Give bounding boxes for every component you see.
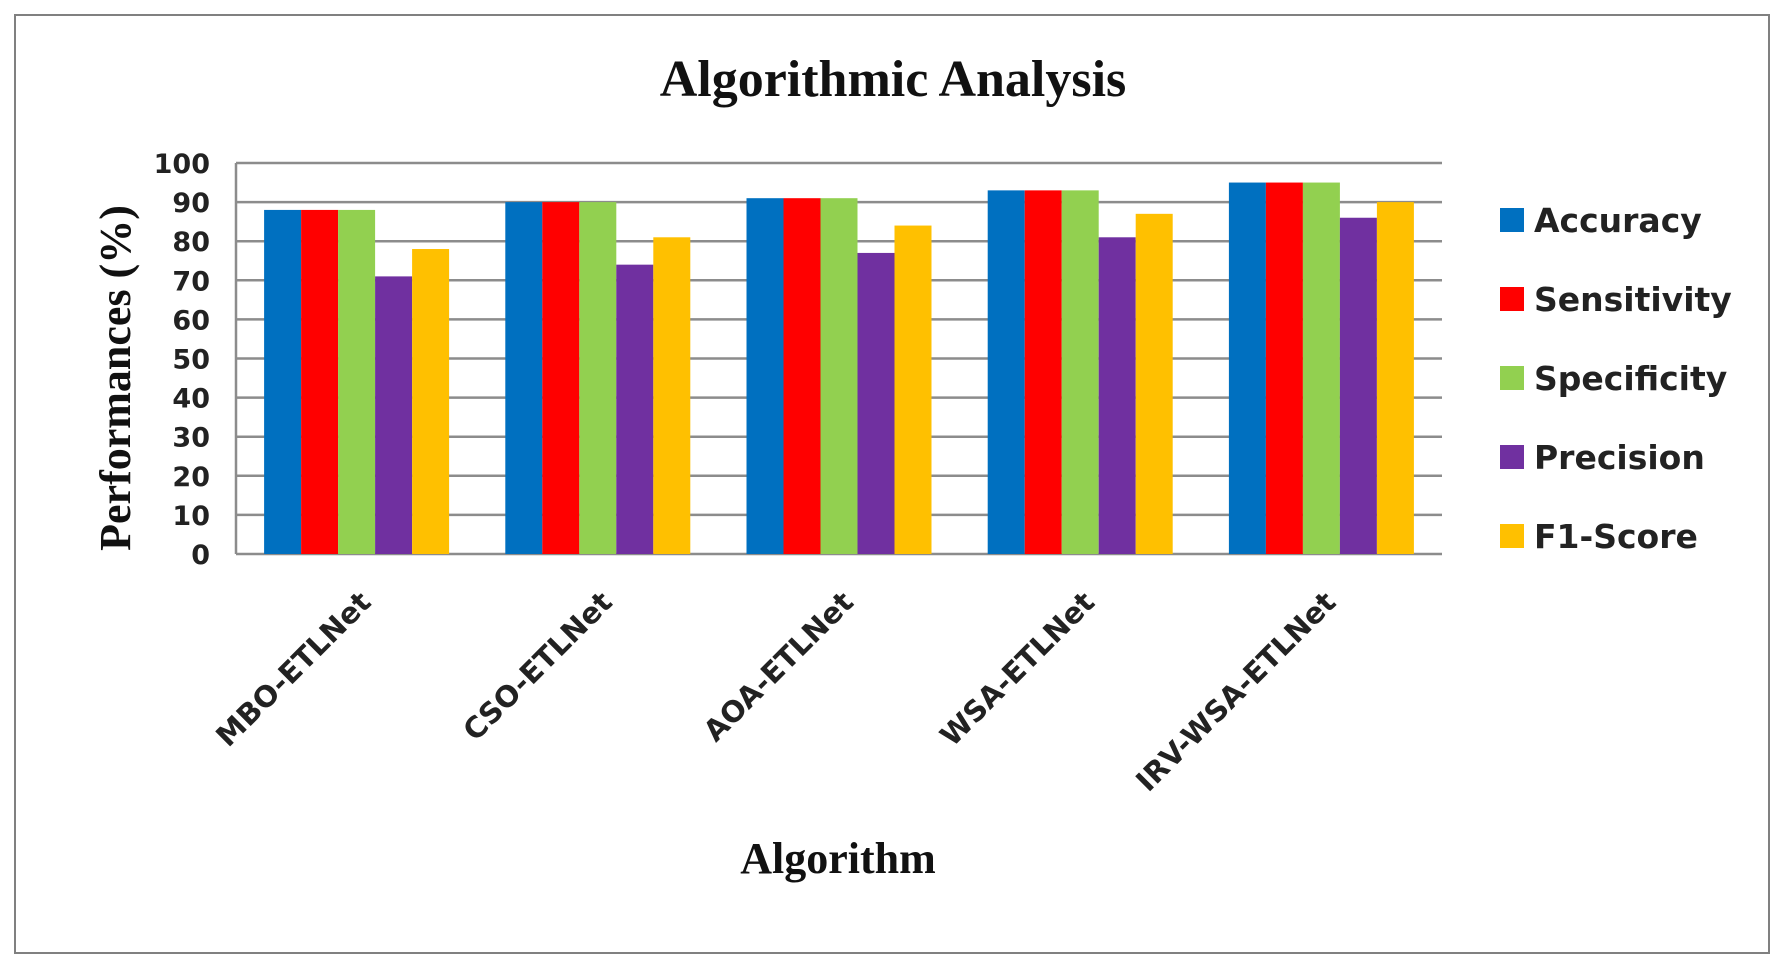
y-tick-label: 30 <box>172 423 210 454</box>
y-tick-label: 20 <box>172 462 210 493</box>
y-tick-label: 0 <box>191 540 210 571</box>
legend-swatch-specificity <box>1500 366 1524 390</box>
bar-accuracy-wsa-etlnet <box>987 190 1025 554</box>
legend-swatch-precision <box>1500 445 1524 469</box>
legend-label-f1-score: F1-Score <box>1534 517 1698 556</box>
bar-precision-irv-wsa-etlnet <box>1339 217 1377 555</box>
bar-specificity-wsa-etlnet <box>1061 190 1099 554</box>
bar-precision-aoa-etlnet <box>857 252 895 554</box>
bar-sensitivity-cso-etlnet <box>542 202 580 554</box>
bar-precision-mbo-etlnet <box>375 276 413 554</box>
bar-sensitivity-irv-wsa-etlnet <box>1265 182 1303 555</box>
bar-f1-score-aoa-etlnet <box>894 225 932 554</box>
y-axis-title: Performances (%) <box>91 205 140 551</box>
bar-accuracy-mbo-etlnet <box>264 209 302 555</box>
bar-f1-score-wsa-etlnet <box>1135 213 1173 554</box>
y-tick-label: 50 <box>172 345 210 376</box>
y-tick-label: 70 <box>172 266 210 297</box>
chart-title: Algorithmic Analysis <box>660 51 1127 108</box>
y-tick-label: 40 <box>172 384 210 415</box>
legend-swatch-accuracy <box>1500 208 1524 232</box>
x-category-label: IRV-WSA-ETLNet <box>1129 585 1342 798</box>
x-category-label: AOA-ETLNet <box>697 585 860 748</box>
legend: Accuracy Sensitivity Specificity Precision F… <box>1500 201 1732 556</box>
legend-swatch-f1-score <box>1500 524 1524 548</box>
bar-f1-score-mbo-etlnet <box>412 249 450 554</box>
bar-f1-score-cso-etlnet <box>653 237 691 555</box>
bar-sensitivity-wsa-etlnet <box>1024 190 1062 554</box>
bar-f1-score-irv-wsa-etlnet <box>1376 202 1414 554</box>
bar-specificity-cso-etlnet <box>579 202 617 554</box>
y-tick-labels: 0 10 20 30 40 50 60 70 80 90 100 <box>154 149 210 571</box>
bar-accuracy-cso-etlnet <box>505 202 543 554</box>
bar-accuracy-irv-wsa-etlnet <box>1228 182 1266 555</box>
y-tick-label: 100 <box>154 149 210 180</box>
x-category-label: CSO-ETLNet <box>456 585 619 748</box>
x-category-labels: MBO-ETLNet CSO-ETLNet AOA-ETLNet WSA-ETLNet… <box>209 585 1342 798</box>
legend-label-accuracy: Accuracy <box>1534 201 1702 240</box>
y-tick-label: 10 <box>172 501 210 532</box>
bars <box>264 182 1414 555</box>
y-tick-label: 60 <box>172 305 210 336</box>
bar-sensitivity-mbo-etlnet <box>301 209 339 555</box>
legend-label-specificity: Specificity <box>1534 359 1727 398</box>
legend-label-precision: Precision <box>1534 438 1705 477</box>
legend-swatch-sensitivity <box>1500 287 1524 311</box>
y-tick-label: 80 <box>172 227 210 258</box>
bar-precision-wsa-etlnet <box>1098 237 1136 555</box>
y-tick-label: 90 <box>172 188 210 219</box>
bar-accuracy-aoa-etlnet <box>746 198 784 554</box>
legend-label-sensitivity: Sensitivity <box>1534 280 1732 319</box>
x-category-label: MBO-ETLNet <box>209 585 377 753</box>
bar-specificity-mbo-etlnet <box>338 209 376 555</box>
bar-specificity-irv-wsa-etlnet <box>1302 182 1340 555</box>
x-category-label: WSA-ETLNet <box>933 585 1101 753</box>
bar-sensitivity-aoa-etlnet <box>783 198 821 554</box>
x-axis-title: Algorithm <box>740 834 936 883</box>
bar-specificity-aoa-etlnet <box>820 198 858 554</box>
bar-precision-cso-etlnet <box>616 264 654 554</box>
